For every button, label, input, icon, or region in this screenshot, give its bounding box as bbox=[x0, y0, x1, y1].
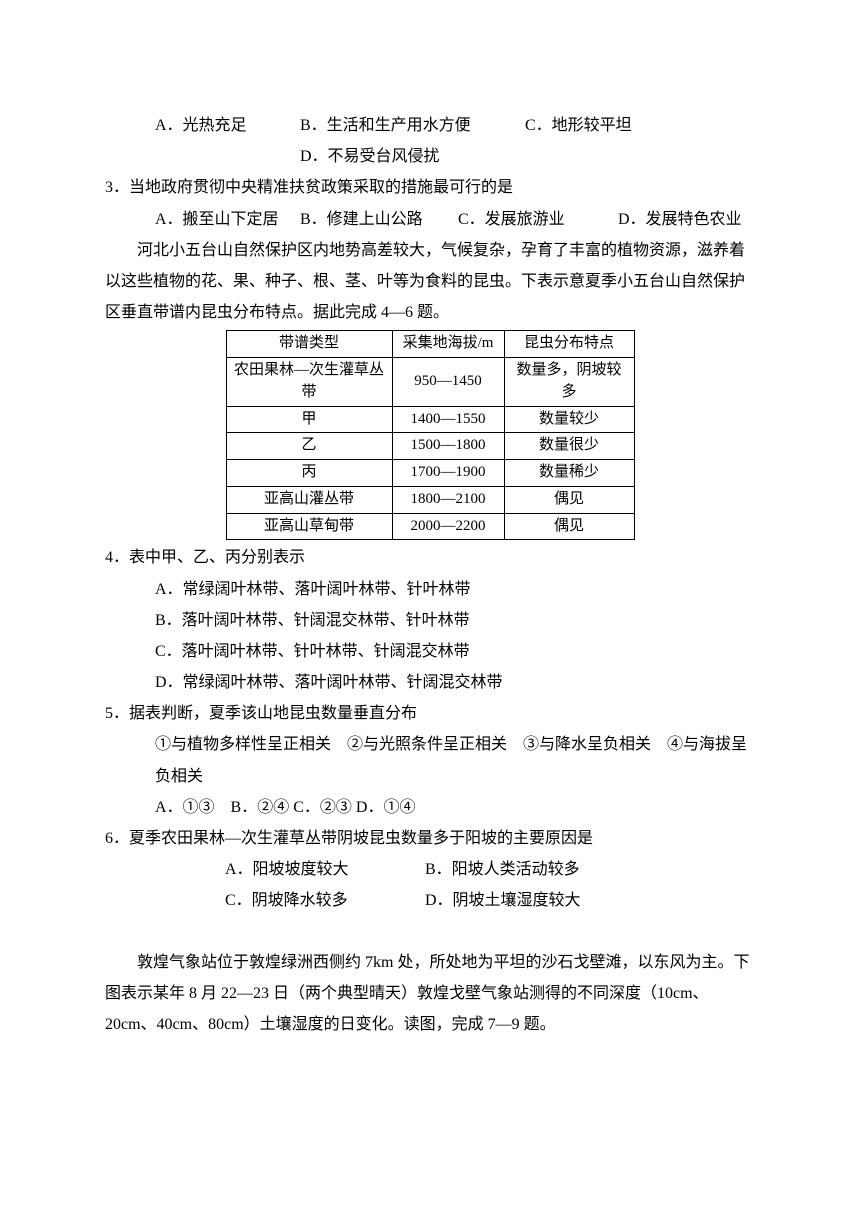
q3-b: B．修建上山公路 bbox=[300, 204, 458, 235]
cell: 偶见 bbox=[504, 513, 634, 540]
cell: 1500—1800 bbox=[392, 433, 504, 460]
cell: 数量较少 bbox=[504, 406, 634, 433]
cell: 农田果林—次生灌草丛带 bbox=[226, 358, 392, 407]
q6-row1: A．阳坡坡度较大 B．阳坡人类活动较多 bbox=[105, 854, 755, 885]
q3-options: A．搬至山下定居 B．修建上山公路 C．发展旅游业 D．发展特色农业 bbox=[105, 204, 755, 235]
q6-a: A．阳坡坡度较大 bbox=[225, 854, 425, 885]
q4-c: C．落叶阔叶林带、针叶林带、针阔混交林带 bbox=[105, 636, 755, 667]
table-row: 亚高山灌丛带 1800—2100 偶见 bbox=[226, 486, 634, 513]
q6-d: D．阴坡土壤湿度较大 bbox=[425, 885, 755, 916]
passage-1: 河北小五台山自然保护区内地势高差较大，气候复杂，孕育了丰富的植物资源，滋养着以这… bbox=[105, 235, 755, 329]
th-elev: 采集地海拔/m bbox=[392, 331, 504, 358]
cell: 亚高山草甸带 bbox=[226, 513, 392, 540]
q6-row2: C．阴坡降水较多 D．阴坡土壤湿度较大 bbox=[105, 885, 755, 916]
option-a: A．光热充足 bbox=[155, 110, 300, 141]
q-intro-option-d: D．不易受台风侵扰 bbox=[105, 141, 755, 172]
cell: 2000—2200 bbox=[392, 513, 504, 540]
passage-2: 敦煌气象站位于敦煌绿洲西侧约 7km 处，所处地为平坦的沙石戈壁滩，以东风为主。… bbox=[105, 947, 755, 1041]
table-row: 甲 1400—1550 数量较少 bbox=[226, 406, 634, 433]
th-dist: 昆虫分布特点 bbox=[504, 331, 634, 358]
option-c: C．地形较平坦 bbox=[525, 110, 755, 141]
cell: 偶见 bbox=[504, 486, 634, 513]
cell: 数量多，阴坡较多 bbox=[504, 358, 634, 407]
spacer bbox=[105, 917, 755, 947]
q6-b: B．阳坡人类活动较多 bbox=[425, 854, 755, 885]
q3-d: D．发展特色农业 bbox=[618, 204, 755, 235]
q3-a: A．搬至山下定居 bbox=[155, 204, 300, 235]
cell: 甲 bbox=[226, 406, 392, 433]
table-row: 丙 1700—1900 数量稀少 bbox=[226, 460, 634, 487]
table-row: 乙 1500—1800 数量很少 bbox=[226, 433, 634, 460]
cell: 丙 bbox=[226, 460, 392, 487]
cell: 数量稀少 bbox=[504, 460, 634, 487]
option-b: B．生活和生产用水方便 bbox=[300, 110, 525, 141]
q3-c: C．发展旅游业 bbox=[458, 204, 618, 235]
q6-c: C．阴坡降水较多 bbox=[225, 885, 425, 916]
th-type: 带谱类型 bbox=[226, 331, 392, 358]
q4-d: D．常绿阔叶林带、落叶阔叶林带、针阔混交林带 bbox=[105, 667, 755, 698]
table-header-row: 带谱类型 采集地海拔/m 昆虫分布特点 bbox=[226, 331, 634, 358]
table-row: 亚高山草甸带 2000—2200 偶见 bbox=[226, 513, 634, 540]
q5-items: ①与植物多样性呈正相关 ②与光照条件呈正相关 ③与降水呈负相关 ④与海拔呈负相关 bbox=[105, 729, 755, 791]
table-row: 农田果林—次生灌草丛带 950—1450 数量多，阴坡较多 bbox=[226, 358, 634, 407]
cell: 1800—2100 bbox=[392, 486, 504, 513]
cell: 950—1450 bbox=[392, 358, 504, 407]
q6-stem: 6．夏季农田果林—次生灌草丛带阴坡昆虫数量多于阳坡的主要原因是 bbox=[105, 823, 755, 854]
q5-stem: 5．据表判断，夏季该山地昆虫数量垂直分布 bbox=[105, 698, 755, 729]
spectrum-table: 带谱类型 采集地海拔/m 昆虫分布特点 农田果林—次生灌草丛带 950—1450… bbox=[105, 330, 755, 540]
cell: 1700—1900 bbox=[392, 460, 504, 487]
cell: 1400—1550 bbox=[392, 406, 504, 433]
q4-a: A．常绿阔叶林带、落叶阔叶林带、针叶林带 bbox=[105, 574, 755, 605]
cell: 乙 bbox=[226, 433, 392, 460]
q4-b: B．落叶阔叶林带、针阔混交林带、针叶林带 bbox=[105, 605, 755, 636]
q3-stem: 3．当地政府贯彻中央精准扶贫政策采取的措施最可行的是 bbox=[105, 172, 755, 203]
q-intro-options-row1: A．光热充足 B．生活和生产用水方便 C．地形较平坦 bbox=[105, 110, 755, 141]
q4-stem: 4．表中甲、乙、丙分别表示 bbox=[105, 542, 755, 573]
q5-opts: A．①③ B．②④ C．②③ D．①④ bbox=[105, 792, 755, 823]
cell: 亚高山灌丛带 bbox=[226, 486, 392, 513]
cell: 数量很少 bbox=[504, 433, 634, 460]
